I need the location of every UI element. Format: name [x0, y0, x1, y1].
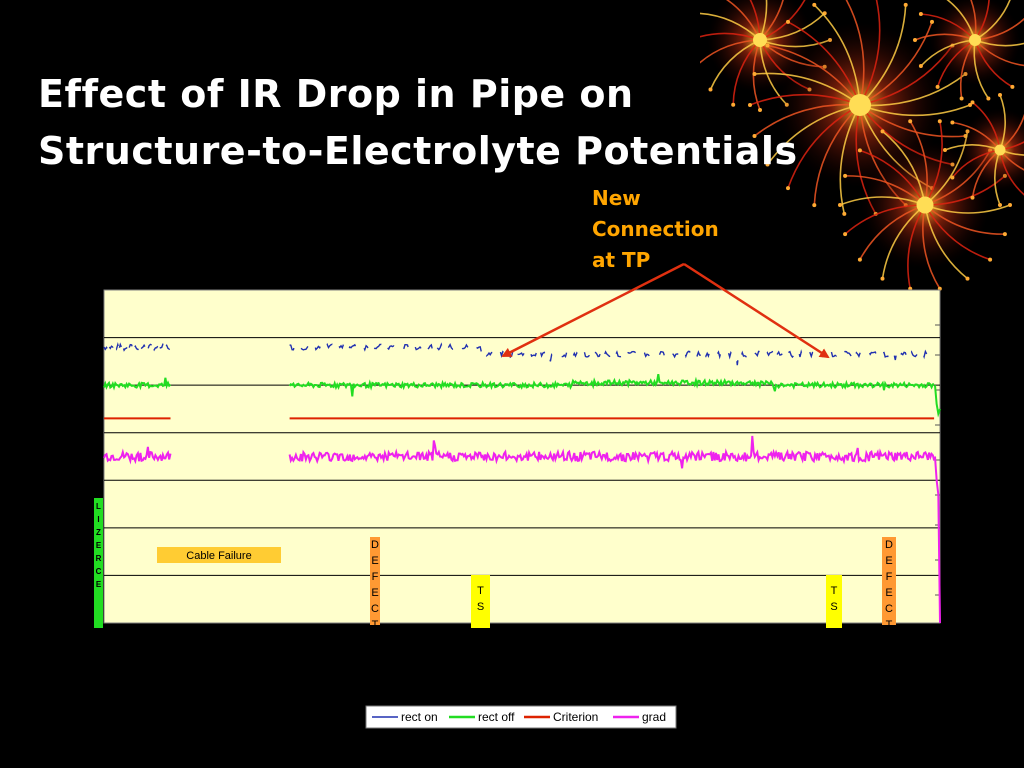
callout-line-2: Connection [592, 217, 719, 241]
title-line-1: Effect of IR Drop in Pipe on [38, 72, 634, 116]
callout-line-1: New [592, 186, 641, 210]
series-line-rect-off-tail [933, 385, 941, 418]
marker-ts-box [471, 575, 490, 628]
marker-cable-failure-box [157, 547, 281, 563]
legend-label-grad: grad [642, 710, 666, 724]
series-line-rect-off [103, 377, 172, 391]
marker-cable-failure-label: Cable Failure [186, 550, 251, 562]
callout-arrows [501, 262, 830, 359]
series-line-rect-on [103, 341, 172, 353]
annotation-layer: Cable Failure D E F E C T T S T S D E F E C T L I Z E R C E [94, 498, 896, 631]
callout-arrow-right [683, 262, 830, 359]
new-connection-callout: New Connection at TP [592, 183, 762, 276]
firework-burst [913, 0, 1024, 101]
marker-ts-box [826, 575, 842, 628]
fireworks-decoration [700, 0, 1024, 291]
series-line-grad-tail [933, 456, 941, 624]
title-line-2: Structure-to-Electrolyte Potentials [38, 129, 798, 173]
firework-burst [943, 93, 1024, 207]
legend: rect on rect off Criterion grad [365, 705, 677, 729]
series-line-grad [288, 435, 936, 469]
series-line-rect-off [288, 374, 935, 397]
marker-defect-box [370, 537, 380, 625]
slide-title: Effect of IR Drop in Pipe on Structure-t… [38, 66, 798, 180]
legend-label-rect-on: rect on [401, 710, 438, 724]
callout-arrow-left [501, 262, 685, 358]
legend-label-criterion: Criterion [553, 710, 598, 724]
marker-lizerce-box [94, 498, 103, 628]
legend-box [365, 705, 677, 729]
legend-label-rect-off: rect off [478, 710, 515, 724]
series-line-grad [103, 446, 172, 465]
marker-defect-box [882, 537, 896, 625]
marker-cable-failure: Cable Failure [157, 547, 281, 563]
callout-line-3: at TP [592, 248, 651, 272]
